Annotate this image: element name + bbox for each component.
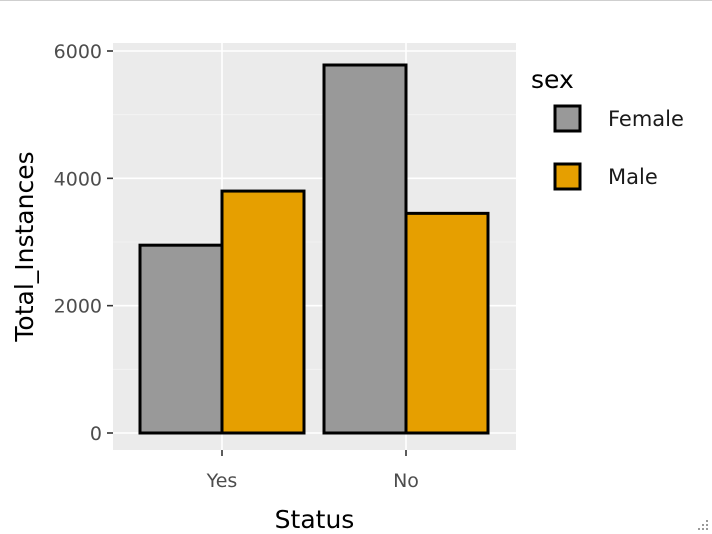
legend-title: sex: [531, 65, 574, 94]
y-tick-label: 2000: [54, 296, 102, 318]
x-tick-label: No: [393, 470, 419, 492]
top-border: [0, 0, 712, 1]
legend: sex Female Male: [531, 65, 684, 191]
resize-grip-icon[interactable]: [695, 517, 709, 531]
y-axis-title: Total_Instances: [10, 151, 39, 342]
y-tick-label: 6000: [54, 41, 102, 63]
legend-key-male: [553, 162, 582, 191]
bar-male-no: [404, 211, 490, 435]
bar-female-yes: [138, 243, 224, 435]
x-axis: Yes No: [206, 450, 419, 492]
bar-male-yes: [220, 189, 306, 435]
legend-key-female: [553, 104, 582, 133]
bar-female-no: [322, 63, 408, 435]
bars: [138, 63, 490, 435]
x-axis-title: Status: [275, 505, 355, 534]
x-tick-label: Yes: [206, 470, 238, 492]
y-tick-label: 4000: [54, 168, 102, 190]
y-tick-label: 0: [90, 423, 102, 445]
y-axis: 0 2000 4000 6000: [54, 41, 113, 445]
legend-label-female: Female: [608, 107, 684, 131]
legend-label-male: Male: [608, 165, 658, 189]
